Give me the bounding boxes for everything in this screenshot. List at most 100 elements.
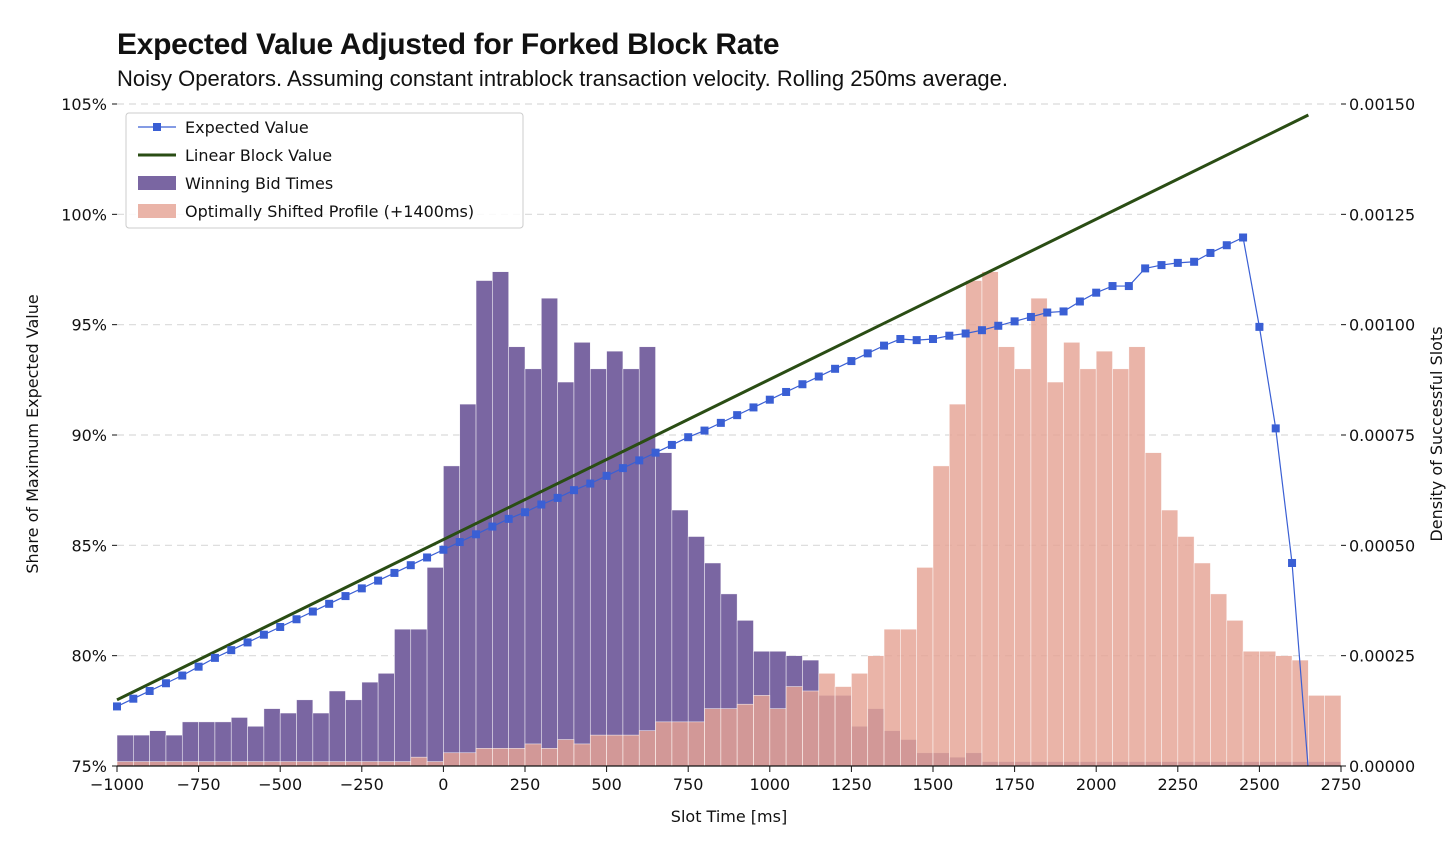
shifted-profile-bar bbox=[214, 761, 232, 767]
expected-value-marker bbox=[374, 576, 383, 585]
shifted-profile-bar bbox=[345, 761, 363, 767]
shifted-profile-bar bbox=[949, 403, 966, 767]
shifted-profile-bar bbox=[475, 748, 493, 767]
expected-value-marker bbox=[1043, 308, 1052, 317]
expected-value-marker bbox=[831, 364, 840, 373]
expected-value-marker bbox=[1239, 233, 1248, 242]
expected-value-marker bbox=[455, 538, 464, 547]
shifted-profile-bar bbox=[279, 761, 297, 767]
legend-label-linear-block-value: Linear Block Value bbox=[185, 146, 332, 165]
expected-value-marker bbox=[504, 514, 513, 523]
shifted-profile-bar bbox=[997, 346, 1015, 767]
winning-bid-bar bbox=[181, 721, 199, 767]
expected-value-marker bbox=[586, 479, 595, 488]
expected-value-marker bbox=[977, 326, 986, 335]
expected-value-marker bbox=[880, 341, 889, 350]
expected-value-marker bbox=[292, 615, 301, 624]
shifted-profile-bar bbox=[720, 708, 738, 767]
y-left-tick-label: 85% bbox=[71, 536, 107, 555]
shifted-profile-bar bbox=[1226, 620, 1244, 767]
shifted-profile-bar bbox=[1063, 342, 1081, 767]
shifted-profile-bar bbox=[883, 628, 901, 767]
shifted-profile-bar bbox=[149, 761, 167, 767]
x-tick-label: 750 bbox=[673, 775, 704, 794]
shifted-profile-bar bbox=[916, 567, 934, 767]
shifted-profile-bar bbox=[328, 761, 346, 767]
shifted-profile-bar bbox=[165, 761, 183, 767]
expected-value-marker bbox=[618, 464, 627, 473]
shifted-profile-bar bbox=[1308, 695, 1325, 767]
expected-value-marker bbox=[227, 646, 236, 655]
expected-value-marker bbox=[308, 607, 317, 616]
winning-bid-bar bbox=[345, 699, 363, 767]
expected-value-marker bbox=[684, 433, 693, 442]
expected-value-marker bbox=[782, 387, 791, 396]
shifted-profile-bar bbox=[736, 703, 754, 767]
shifted-profile-bar bbox=[1210, 593, 1228, 767]
shifted-profile-bar bbox=[932, 465, 950, 767]
winning-bid-bar bbox=[361, 681, 379, 767]
expected-value-marker bbox=[178, 671, 187, 680]
expected-value-marker bbox=[521, 508, 529, 517]
x-tick-label: 250 bbox=[510, 775, 541, 794]
shifted-profile-bar bbox=[1161, 509, 1179, 767]
x-tick-label: 2500 bbox=[1239, 775, 1280, 794]
expected-value-marker bbox=[1255, 322, 1264, 331]
shifted-profile-bar bbox=[181, 761, 199, 767]
x-tick-label: 1250 bbox=[831, 775, 872, 794]
chart-subtitle: Noisy Operators. Assuming constant intra… bbox=[117, 66, 1009, 91]
winning-bid-bar bbox=[606, 350, 624, 767]
shifted-profile-bar bbox=[296, 761, 314, 767]
winning-bid-bar bbox=[638, 346, 656, 767]
y-left-tick-label: 100% bbox=[61, 205, 107, 224]
x-tick-label: 0 bbox=[438, 775, 448, 794]
shifted-profile-bar bbox=[704, 708, 722, 767]
shifted-profile-bar bbox=[133, 761, 150, 767]
y-left-tick-label: 90% bbox=[71, 426, 107, 445]
expected-value-marker bbox=[1108, 282, 1117, 291]
shifted-profile-bar bbox=[606, 734, 624, 767]
expected-value-marker bbox=[733, 411, 742, 420]
x-tick-label: 1000 bbox=[749, 775, 790, 794]
shifted-profile-bars bbox=[116, 271, 1342, 767]
shifted-profile-bar bbox=[557, 739, 575, 767]
expected-value-marker bbox=[276, 622, 285, 631]
expected-value-marker bbox=[553, 493, 562, 502]
y-right-tick-label: 0.00050 bbox=[1349, 536, 1415, 555]
expected-value-marker bbox=[1026, 312, 1035, 321]
shifted-profile-bar bbox=[1046, 381, 1064, 767]
expected-value-marker bbox=[439, 545, 448, 554]
expected-value-marker bbox=[635, 456, 644, 465]
y-left-tick-label: 75% bbox=[71, 757, 107, 776]
expected-value-marker bbox=[537, 500, 546, 509]
shifted-profile-bar bbox=[785, 686, 803, 767]
expected-value-marker bbox=[357, 584, 366, 593]
expected-value-marker bbox=[113, 702, 121, 711]
shifted-profile-bar bbox=[1259, 650, 1277, 767]
x-tick-label: 2000 bbox=[1076, 775, 1117, 794]
lines bbox=[113, 113, 1310, 766]
y-left-tick-label: 95% bbox=[71, 316, 107, 335]
expected-value-marker bbox=[390, 568, 399, 577]
expected-value-marker bbox=[651, 448, 660, 457]
winning-bid-bar bbox=[149, 730, 167, 767]
expected-value-marker bbox=[145, 686, 154, 695]
shifted-profile-bar bbox=[1112, 368, 1130, 767]
expected-value-marker bbox=[423, 553, 432, 562]
winning-bid-bar bbox=[198, 721, 216, 767]
legend-label-shifted-profile: Optimally Shifted Profile (+1400ms) bbox=[185, 202, 474, 221]
winning-bid-bar bbox=[279, 712, 297, 767]
winning-bid-bar bbox=[589, 368, 607, 767]
expected-value-marker bbox=[1010, 317, 1019, 326]
winning-bid-bar bbox=[410, 628, 428, 767]
shifted-profile-bar bbox=[1324, 695, 1342, 767]
expected-value-marker bbox=[1092, 288, 1101, 297]
y-right-tick-label: 0.00100 bbox=[1349, 316, 1415, 335]
expected-value-marker bbox=[341, 592, 350, 601]
axes: 75% 80% 85% 90% 95% 100% 105% 0.00000 0.00025 0.0… bbox=[61, 95, 1415, 794]
expected-value-marker bbox=[569, 486, 578, 495]
expected-value-marker bbox=[1271, 424, 1280, 433]
shifted-profile-bar bbox=[834, 686, 852, 767]
expected-value-marker bbox=[896, 335, 905, 344]
